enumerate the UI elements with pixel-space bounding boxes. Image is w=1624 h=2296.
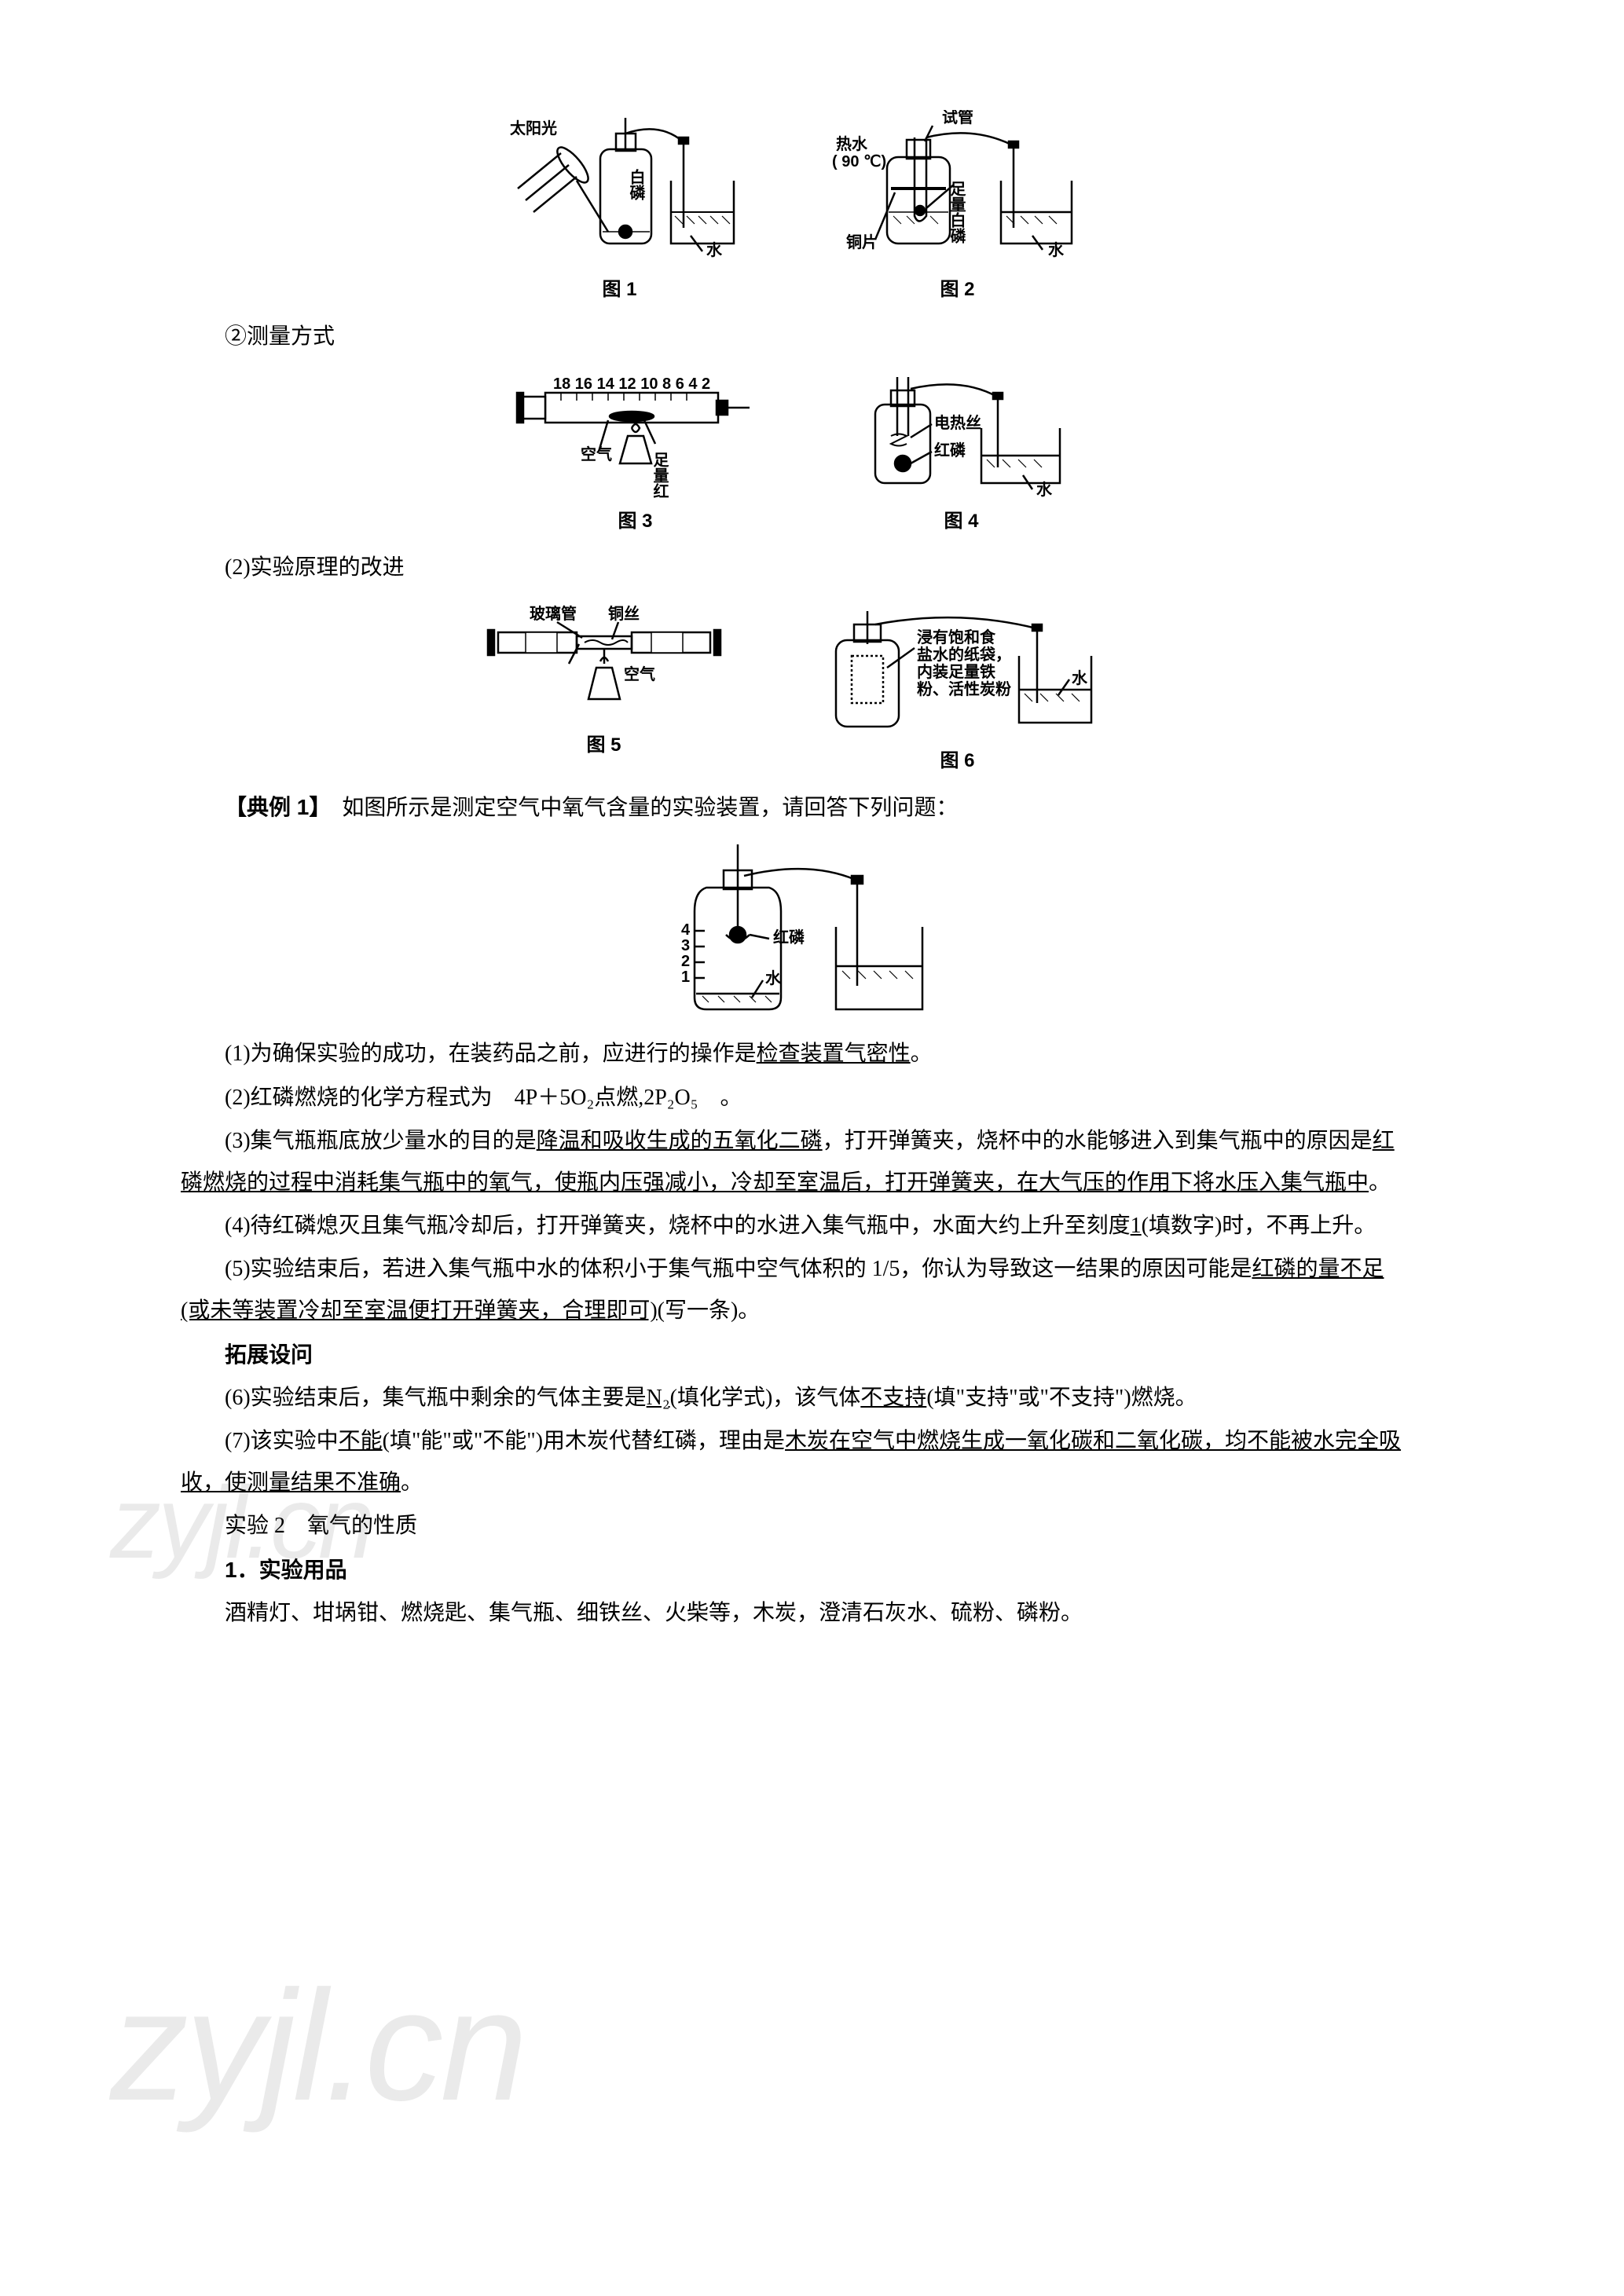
section-principle-improve: (2)实验原理的改进: [181, 547, 1404, 588]
figure-6: 浸有饱和食 盐水的纸袋， 内装足量铁 粉、活性炭粉 水 图 6: [816, 605, 1099, 779]
figure-3-caption: 图 3: [618, 504, 652, 540]
figure-4: 电热丝 红磷 水 图 4: [852, 373, 1072, 540]
svg-text:2: 2: [681, 953, 690, 970]
q2: (2)红磷燃烧的化学方程式为 4P＋5O₂点燃,2P₂O₅ 。: [181, 1077, 1404, 1119]
figure-1-caption: 图 1: [602, 272, 636, 308]
svg-text:1: 1: [681, 969, 690, 986]
svg-text:粉、活性炭粉: 粉、活性炭粉: [917, 679, 1011, 698]
diagram-row-2: 18 16 14 12 10 8 6 4 2 空气 足量红磷 图 3: [181, 373, 1404, 540]
figure-5: 玻璃管 铜丝 空气: [486, 605, 722, 779]
example-1-question: 如图所示是测定空气中氧气含量的实验装置，请回答下列问题：: [342, 796, 958, 820]
svg-text:盐水的纸袋，: 盐水的纸袋，: [917, 645, 1011, 664]
svg-text:水: 水: [1036, 481, 1053, 499]
q5: (5)实验结束后，若进入集气瓶中水的体积小于集气瓶中空气体积的 1/5，你认为导…: [181, 1248, 1404, 1331]
q4: (4)待红磷熄灭且集气瓶冷却后，打开弹簧夹，烧杯中的水进入集气瓶中，水面大约上升…: [181, 1205, 1404, 1247]
q7: (7)该实验中不能(填"能"或"不能")用木炭代替红磷，理由是木炭在空气中燃烧生…: [181, 1420, 1404, 1503]
example-1-heading: 【典例 1】 如图所示是测定空气中氧气含量的实验装置，请回答下列问题：: [181, 786, 1404, 829]
svg-text:水: 水: [765, 969, 782, 987]
q1: (1)为确保实验的成功，在装药品之前，应进行的操作是检查装置气密性。: [181, 1033, 1404, 1075]
svg-text:水: 水: [706, 241, 723, 259]
svg-text:白磷: 白磷: [627, 168, 645, 201]
diagram-row-3: 玻璃管 铜丝 空气: [181, 605, 1404, 779]
figure-3: 18 16 14 12 10 8 6 4 2 空气 足量红磷 图 3: [514, 373, 757, 540]
svg-text:4: 4: [681, 921, 691, 939]
figure-6-caption: 图 6: [940, 743, 974, 779]
svg-text:( 90 ℃): ( 90 ℃): [832, 153, 886, 170]
svg-text:铜片: 铜片: [846, 233, 878, 251]
exp2-sub1: 1．实验用品: [181, 1549, 1404, 1591]
svg-text:红磷: 红磷: [773, 928, 805, 947]
svg-text:3: 3: [681, 937, 690, 954]
svg-text:玻璃管: 玻璃管: [530, 605, 577, 623]
figure-2: 试管 热水 ( 90 ℃) 铜片: [832, 110, 1083, 308]
svg-text:水: 水: [1048, 241, 1065, 259]
section-measure-method: ②测量方式: [181, 316, 1404, 357]
svg-text:水: 水: [1072, 669, 1088, 687]
diagram-row-1: 太阳光 白磷 水: [181, 110, 1404, 308]
svg-text:试管: 试管: [942, 110, 973, 126]
figure-5-caption: 图 5: [586, 727, 621, 764]
example-1-title: 【典例 1】: [225, 795, 320, 819]
exp2-title: 实验 2 氧气的性质: [181, 1505, 1404, 1547]
watermark-2: zyjl.cn: [110, 1897, 525, 2195]
svg-text:铜丝: 铜丝: [608, 605, 640, 623]
svg-text:内装足量铁: 内装足量铁: [917, 662, 995, 681]
figure-4-caption: 图 4: [944, 504, 978, 540]
svg-text:太阳光: 太阳光: [510, 119, 557, 137]
figure-2-caption: 图 2: [940, 272, 974, 308]
exp2-items: 酒精灯、坩埚钳、燃烧匙、集气瓶、细铁丝、火柴等，木炭，澄清石灰水、硫粉、磷粉。: [181, 1592, 1404, 1634]
svg-text:红磷: 红磷: [934, 441, 966, 460]
example-diagram: 1 2 3 4 红磷 水: [181, 840, 1404, 1021]
q3: (3)集气瓶瓶底放少量水的目的是降温和吸收生成的五氧化二磷，打开弹簧夹，烧杯中的…: [181, 1120, 1404, 1203]
svg-text:足量白磷: 足量白磷: [948, 181, 966, 244]
q6: (6)实验结束后，集气瓶中剩余的气体主要是N₂(填化学式)，该气体不支持(填"支…: [181, 1377, 1404, 1419]
extension-title: 拓展设问: [181, 1334, 1404, 1375]
svg-text:热水: 热水: [836, 135, 868, 153]
svg-text:浸有饱和食: 浸有饱和食: [917, 628, 996, 646]
svg-text:空气: 空气: [581, 445, 612, 463]
svg-text:电热丝: 电热丝: [934, 413, 981, 432]
svg-text:空气: 空气: [624, 665, 655, 683]
figure-1: 太阳光 白磷 水: [502, 110, 738, 308]
svg-text:足量红磷: 足量红磷: [651, 452, 669, 499]
svg-text:18 16 14 12 10 8 6 4 2: 18 16 14 12 10 8 6 4 2: [553, 375, 710, 393]
